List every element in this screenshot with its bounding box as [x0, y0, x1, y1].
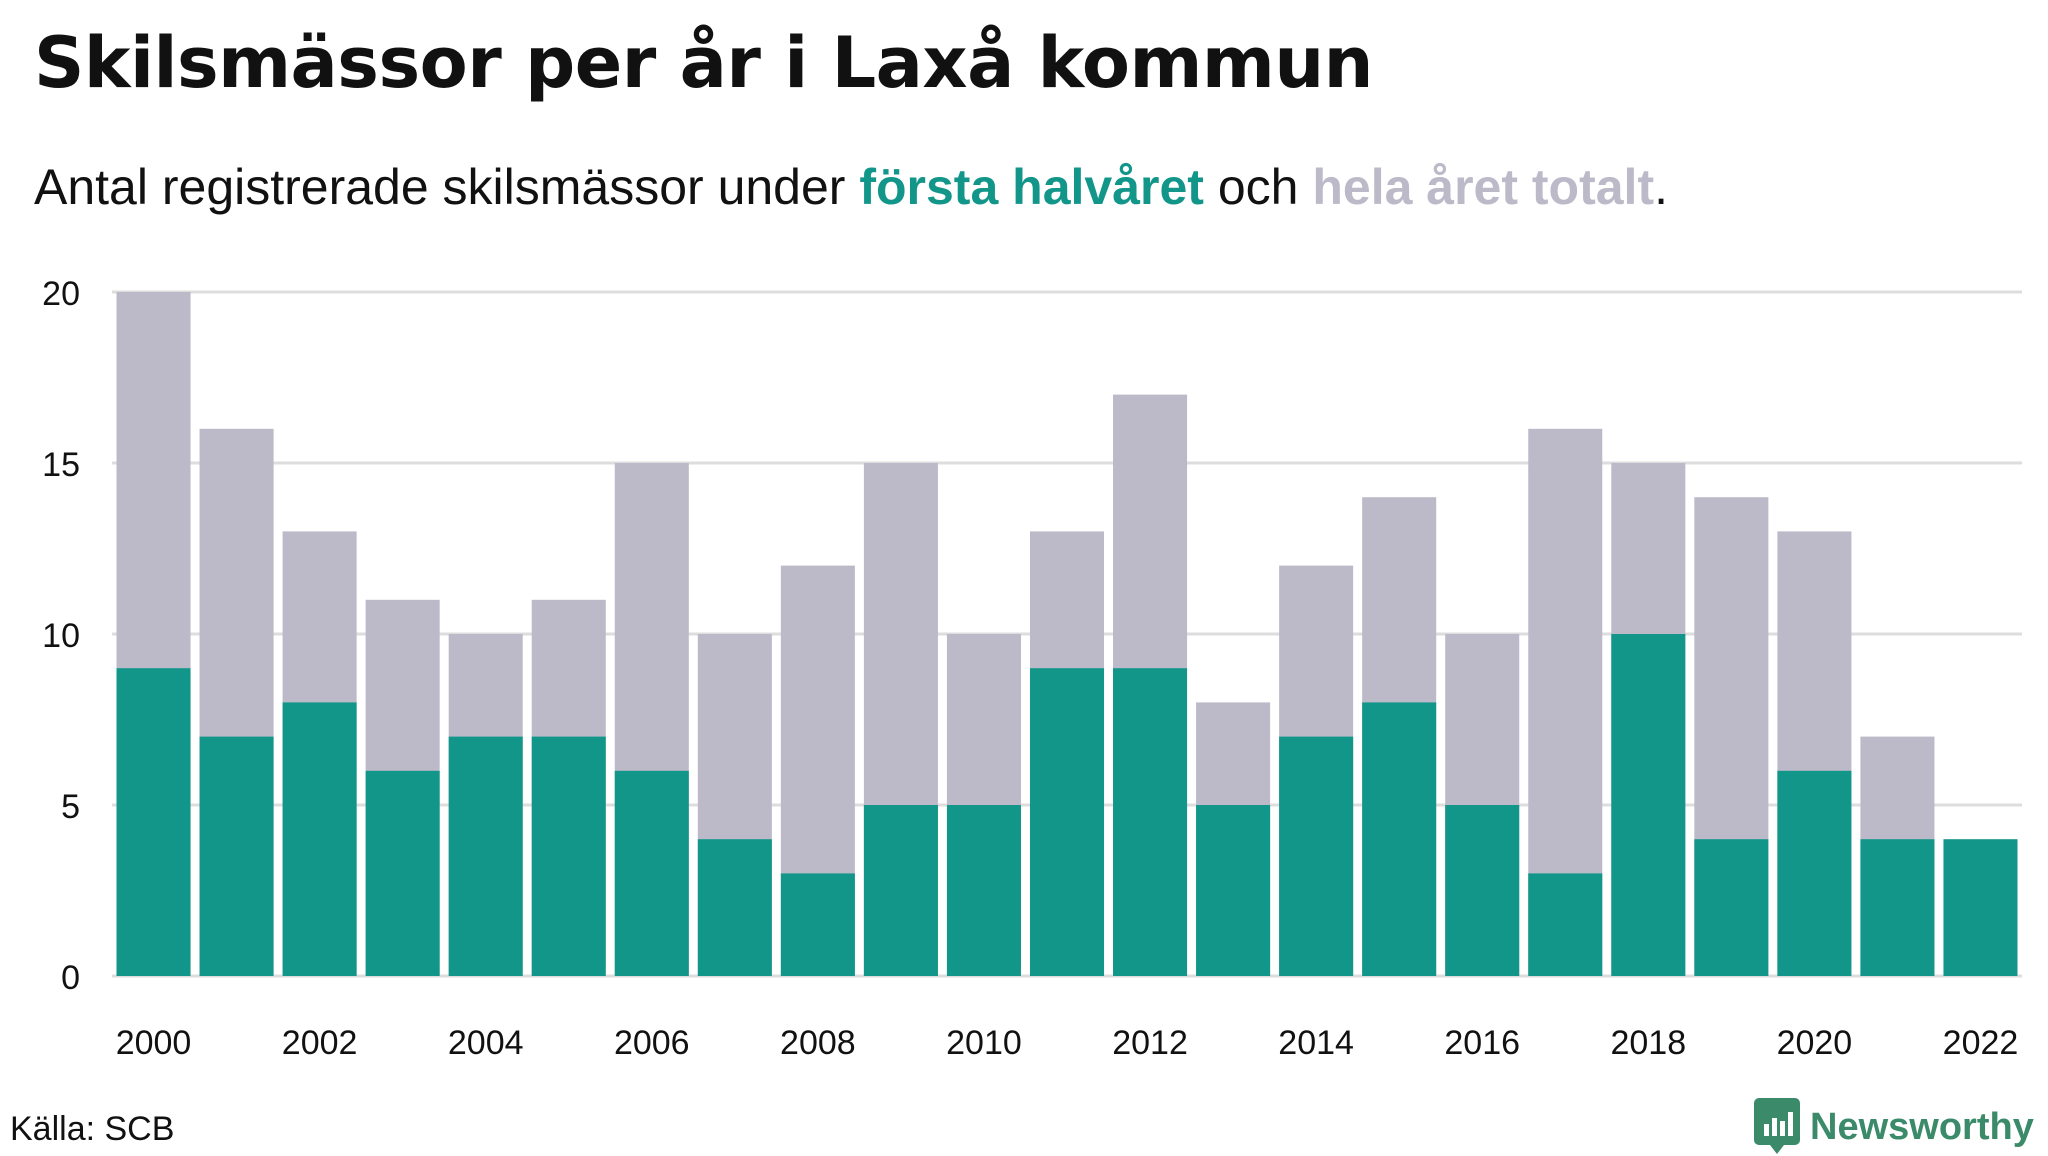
- x-tick-label: 2012: [1112, 1024, 1188, 1062]
- x-tick-label: 2022: [1943, 1024, 2019, 1062]
- bar-first-half-2005: [531, 736, 606, 976]
- subtitle-text-1: Antal registrerade skilsmässor under: [34, 159, 860, 215]
- bar-first-half-2000: [116, 668, 191, 976]
- chart-subtitle: Antal registrerade skilsmässor under för…: [34, 152, 1668, 222]
- x-tick-label: 2008: [780, 1024, 856, 1062]
- y-axis: 0 5 10 15 20: [42, 275, 80, 997]
- y-tick-label: 15: [42, 446, 80, 484]
- bar-first-half-2007: [697, 839, 772, 976]
- bar-first-half-2014: [1279, 736, 1354, 976]
- bar-first-half-2006: [614, 770, 689, 976]
- bar-first-half-2018: [1611, 634, 1686, 976]
- legend-full-year: hela året totalt: [1312, 159, 1655, 215]
- x-tick-label: 2002: [282, 1024, 358, 1062]
- y-tick-label: 0: [61, 959, 80, 997]
- source-note: Källa: SCB: [10, 1110, 175, 1148]
- x-tick-label: 2010: [946, 1024, 1022, 1062]
- x-tick-label: 2020: [1777, 1024, 1853, 1062]
- subtitle-text-2: och: [1203, 159, 1313, 215]
- y-tick-label: 10: [42, 617, 80, 655]
- bar-first-half-2004: [448, 736, 523, 976]
- x-tick-label: 2014: [1278, 1024, 1354, 1062]
- x-tick-label: 2016: [1444, 1024, 1520, 1062]
- bar-first-half-2009: [863, 805, 938, 976]
- chart-title: Skilsmässor per år i Laxå kommun: [34, 22, 1374, 104]
- bar-first-half-2013: [1196, 805, 1271, 976]
- bar-first-half-2022: [1943, 839, 2018, 976]
- x-axis: 2000 2002 2004 2006 2008 2010 2012 2014 2016 2018…: [116, 1024, 2019, 1062]
- x-tick-label: 2000: [116, 1024, 192, 1062]
- bar-first-half-2011: [1029, 668, 1105, 976]
- bar-first-half-2012: [1113, 668, 1188, 976]
- bar-chart: 0 5 10 15 20 2000 2002 2004 2006 2008 2010 2012 201…: [42, 275, 2022, 1062]
- bar-first-half-2008: [780, 873, 855, 976]
- bar-first-half-2020: [1777, 770, 1852, 976]
- bar-first-half-2017: [1528, 873, 1603, 976]
- x-tick-label: 2006: [614, 1024, 690, 1062]
- bar-first-half-2003: [365, 770, 440, 976]
- legend-first-half: första halvåret: [859, 159, 1204, 215]
- bar-first-half-2016: [1445, 805, 1520, 976]
- bar-first-half-2001: [199, 736, 274, 976]
- y-tick-label: 20: [42, 275, 80, 313]
- bars: [116, 292, 2018, 977]
- y-tick-label: 5: [61, 788, 80, 826]
- brand-name: Newsworthy: [1810, 1105, 2034, 1148]
- brand-logo: Newsworthy: [1754, 1098, 2034, 1156]
- subtitle-text-3: .: [1654, 159, 1668, 215]
- newsworthy-icon: [1754, 1098, 1800, 1154]
- bar-first-half-2019: [1694, 839, 1769, 976]
- bar-first-half-2021: [1860, 839, 1935, 976]
- x-tick-label: 2018: [1610, 1024, 1686, 1062]
- x-tick-label: 2004: [448, 1024, 524, 1062]
- bar-first-half-2015: [1362, 702, 1437, 976]
- bar-first-half-2010: [946, 805, 1021, 976]
- bar-first-half-2002: [282, 702, 357, 976]
